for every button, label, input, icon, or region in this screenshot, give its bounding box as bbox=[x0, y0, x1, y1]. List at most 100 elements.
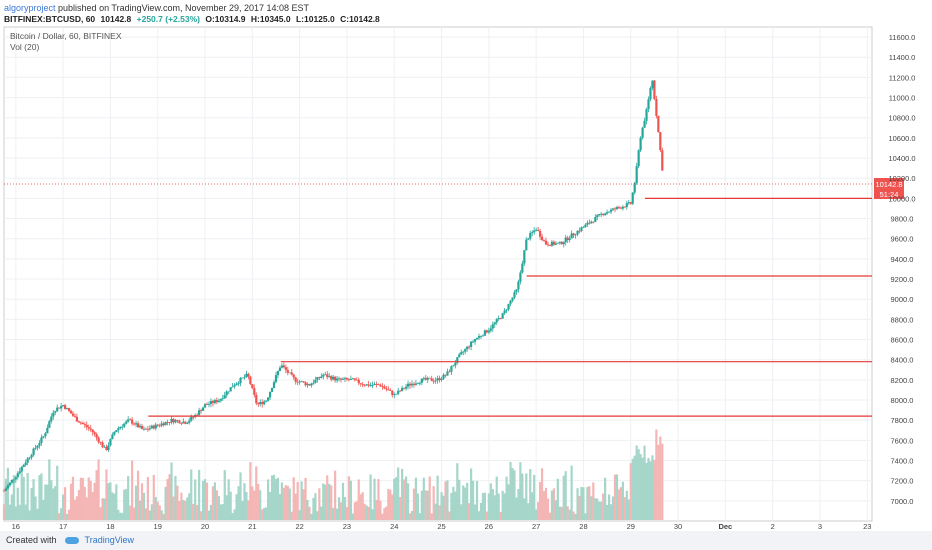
candle-body bbox=[438, 378, 441, 381]
volume-bar bbox=[253, 490, 256, 520]
candle-body bbox=[324, 374, 327, 376]
volume-bar bbox=[442, 495, 445, 520]
volume-bar bbox=[473, 504, 477, 520]
volume-bar bbox=[156, 501, 159, 520]
candle-body bbox=[424, 377, 427, 380]
candle-body bbox=[363, 384, 366, 386]
candle-body bbox=[219, 398, 222, 401]
candle-body bbox=[448, 371, 451, 373]
candle-body bbox=[464, 349, 467, 352]
candle-body bbox=[481, 335, 485, 337]
volume-bar bbox=[371, 509, 374, 520]
candle-body bbox=[322, 374, 325, 377]
candle-body bbox=[420, 378, 423, 383]
candle-body bbox=[14, 477, 17, 480]
candle-body bbox=[263, 401, 266, 405]
volume-bar bbox=[570, 465, 573, 520]
volume-bar bbox=[318, 488, 321, 520]
volume-bar bbox=[140, 483, 144, 520]
volume-bar bbox=[298, 510, 301, 520]
volume-bar bbox=[503, 493, 506, 520]
candle-body bbox=[499, 318, 502, 319]
candle-body bbox=[432, 380, 435, 382]
candle-body bbox=[162, 423, 165, 426]
candle-body bbox=[4, 488, 8, 491]
volume-bar bbox=[166, 479, 169, 520]
volume-bar bbox=[414, 477, 418, 520]
volume-bar bbox=[231, 513, 234, 520]
volume-bar bbox=[615, 474, 619, 520]
candle-body bbox=[444, 374, 447, 376]
volume-bar bbox=[501, 490, 504, 520]
candle-body bbox=[401, 387, 404, 391]
candle-body bbox=[503, 310, 506, 314]
candle-body bbox=[115, 430, 118, 433]
candle-body bbox=[627, 202, 630, 204]
y-tick-label: 9000.0 bbox=[891, 295, 914, 304]
candle-body bbox=[442, 374, 445, 379]
volume-bar bbox=[487, 493, 490, 520]
x-tick-label: 22 bbox=[295, 522, 303, 531]
volume-bar bbox=[125, 488, 128, 520]
volume-bar bbox=[448, 511, 451, 520]
candle-body bbox=[353, 378, 356, 380]
volume-bar bbox=[485, 511, 488, 520]
candle-body bbox=[485, 330, 488, 333]
candle-body bbox=[302, 381, 305, 383]
volume-bar bbox=[651, 455, 654, 520]
volume-bar bbox=[471, 480, 475, 520]
candle-body bbox=[430, 378, 433, 381]
volume-bar bbox=[420, 490, 423, 520]
candle-body bbox=[105, 446, 108, 451]
volume-bar bbox=[592, 482, 595, 520]
volume-bar bbox=[609, 504, 613, 520]
candle-body bbox=[371, 384, 374, 386]
candle-body bbox=[361, 383, 364, 385]
volume-bar bbox=[44, 484, 47, 520]
volume-bar bbox=[164, 486, 167, 520]
volume-bar bbox=[548, 512, 552, 520]
candle-body bbox=[318, 377, 321, 378]
candle-body bbox=[550, 241, 554, 246]
volume-bar bbox=[111, 492, 114, 520]
candle-body bbox=[422, 377, 425, 379]
candle-body bbox=[320, 376, 323, 378]
candle-body bbox=[554, 243, 557, 245]
author-link[interactable]: algoryproject bbox=[4, 3, 56, 13]
candle-body bbox=[393, 394, 396, 396]
candle-body bbox=[365, 384, 368, 386]
candle-body bbox=[332, 376, 335, 380]
volume-bar bbox=[432, 486, 435, 520]
volume-bar bbox=[470, 468, 473, 520]
candle-body bbox=[540, 236, 544, 241]
candle-body bbox=[556, 242, 559, 244]
volume-bar bbox=[63, 487, 67, 520]
volume-bar bbox=[146, 477, 149, 520]
candle-body bbox=[22, 465, 25, 468]
volume-bar bbox=[314, 493, 317, 520]
price-chart[interactable]: 10142.851:24 11600.011400.011200.011000.… bbox=[0, 0, 932, 531]
volume-bar bbox=[525, 473, 528, 520]
candle-body bbox=[174, 420, 177, 423]
volume-bar bbox=[265, 507, 268, 520]
volume-bar bbox=[393, 478, 396, 520]
candle-body bbox=[304, 382, 307, 386]
volume-bar bbox=[182, 499, 185, 520]
candle-body bbox=[152, 425, 155, 429]
candle-body bbox=[186, 422, 189, 424]
volume-bar bbox=[369, 474, 372, 520]
volume-bar bbox=[306, 499, 309, 520]
volume-bar bbox=[424, 490, 427, 520]
candle-body bbox=[410, 383, 414, 386]
candle-body bbox=[138, 425, 142, 428]
volume-bar bbox=[619, 487, 623, 520]
tradingview-link[interactable]: TradingView bbox=[84, 535, 135, 545]
volume-bar bbox=[466, 482, 469, 520]
candle-body bbox=[36, 445, 39, 448]
volume-bar bbox=[46, 484, 49, 520]
volume-bar bbox=[456, 463, 459, 520]
candle-body bbox=[73, 415, 77, 417]
candle-body bbox=[99, 442, 102, 443]
candle-body bbox=[125, 421, 128, 424]
candle-body bbox=[140, 425, 144, 429]
